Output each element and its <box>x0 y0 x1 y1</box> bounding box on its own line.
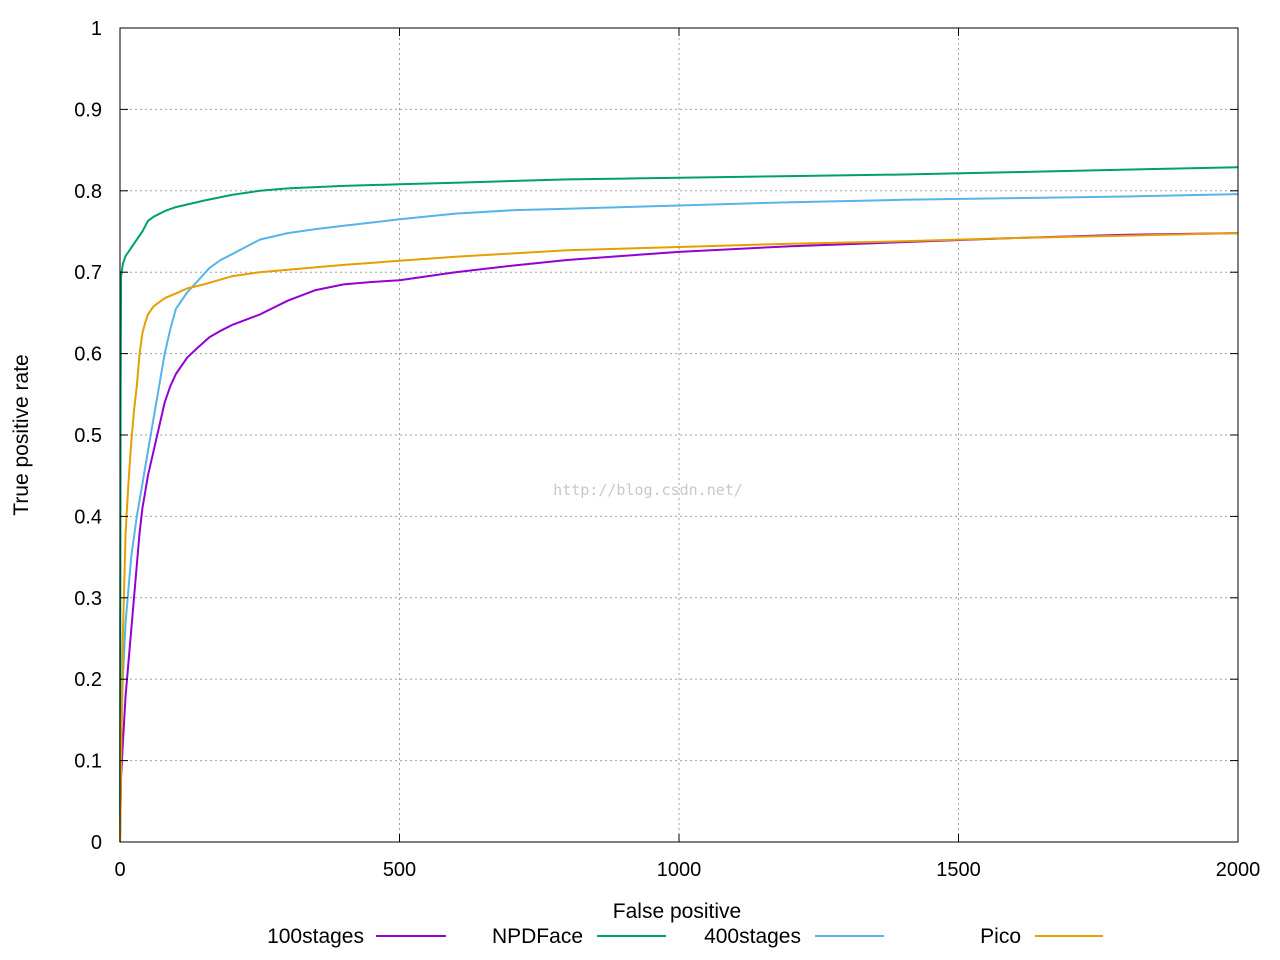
y-tick-label: 1 <box>91 18 102 40</box>
series-line-400stages <box>119 193 1239 843</box>
legend-label-npdface: NPDFace <box>492 925 583 948</box>
y-tick-label: 0.2 <box>74 669 102 691</box>
legend-label-400stages: 400stages <box>704 925 801 948</box>
watermark-text: http://blog.csdn.net/ <box>553 481 743 499</box>
y-tick-label: 0.9 <box>74 99 102 121</box>
grid-lines <box>120 28 1238 842</box>
series-line-pico <box>119 232 1239 843</box>
x-tick-label: 0 <box>114 859 125 881</box>
x-tick-label: 1000 <box>657 859 702 881</box>
y-tick-label: 0 <box>91 832 102 854</box>
x-tick-label: 500 <box>383 859 416 881</box>
y-tick-label: 0.7 <box>74 262 102 284</box>
y-tick-label: 0.4 <box>74 506 102 528</box>
series-line-100stages <box>119 232 1239 843</box>
y-tick-label: 0.5 <box>74 425 102 447</box>
x-axis-title: False positive <box>613 900 741 923</box>
legend: 100stages NPDFace 400stages Pico <box>267 925 1103 948</box>
y-axis-title: True positive rate <box>10 354 33 515</box>
legend-label-100stages: 100stages <box>267 925 364 948</box>
legend-label-pico: Pico <box>980 925 1021 948</box>
y-tick-label: 0.3 <box>74 588 102 610</box>
series-lines <box>119 166 1239 843</box>
y-tick-label: 0.1 <box>74 751 102 773</box>
series-line-npdface <box>119 166 1239 843</box>
x-tick-label: 2000 <box>1216 859 1261 881</box>
y-tick-label: 0.6 <box>74 344 102 366</box>
y-tick-label: 0.8 <box>74 181 102 203</box>
x-tick-label: 1500 <box>936 859 981 881</box>
tick-labels: 0 0.1 0.2 0.3 0.4 0.5 0.6 0.7 0.8 0.9 1 0 500 1000 150… <box>74 18 1260 881</box>
